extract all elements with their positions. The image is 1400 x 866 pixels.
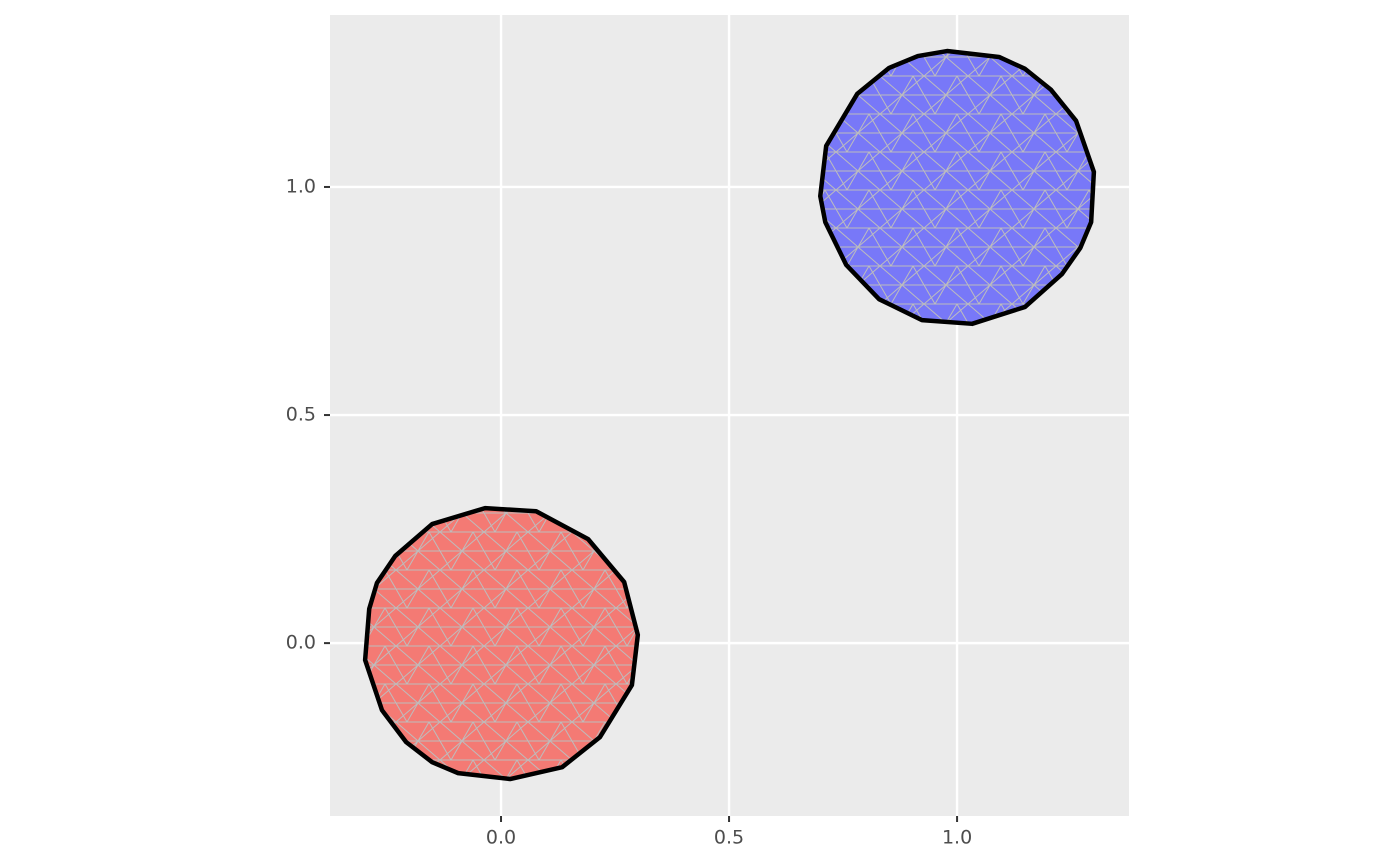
polygon-outline (818, 48, 1097, 327)
polygon-outline (362, 505, 641, 782)
x-tick-label: 1.0 (942, 827, 972, 849)
mesh (820, 51, 1094, 324)
y-tick-label: 1.0 (286, 175, 316, 197)
x-tick-label: 0.5 (714, 827, 744, 849)
y-tick-label: 0.5 (286, 404, 316, 426)
x-tick-label: 0.0 (486, 827, 516, 849)
y-tick-label: 0.0 (286, 632, 316, 654)
mesh (365, 508, 638, 780)
